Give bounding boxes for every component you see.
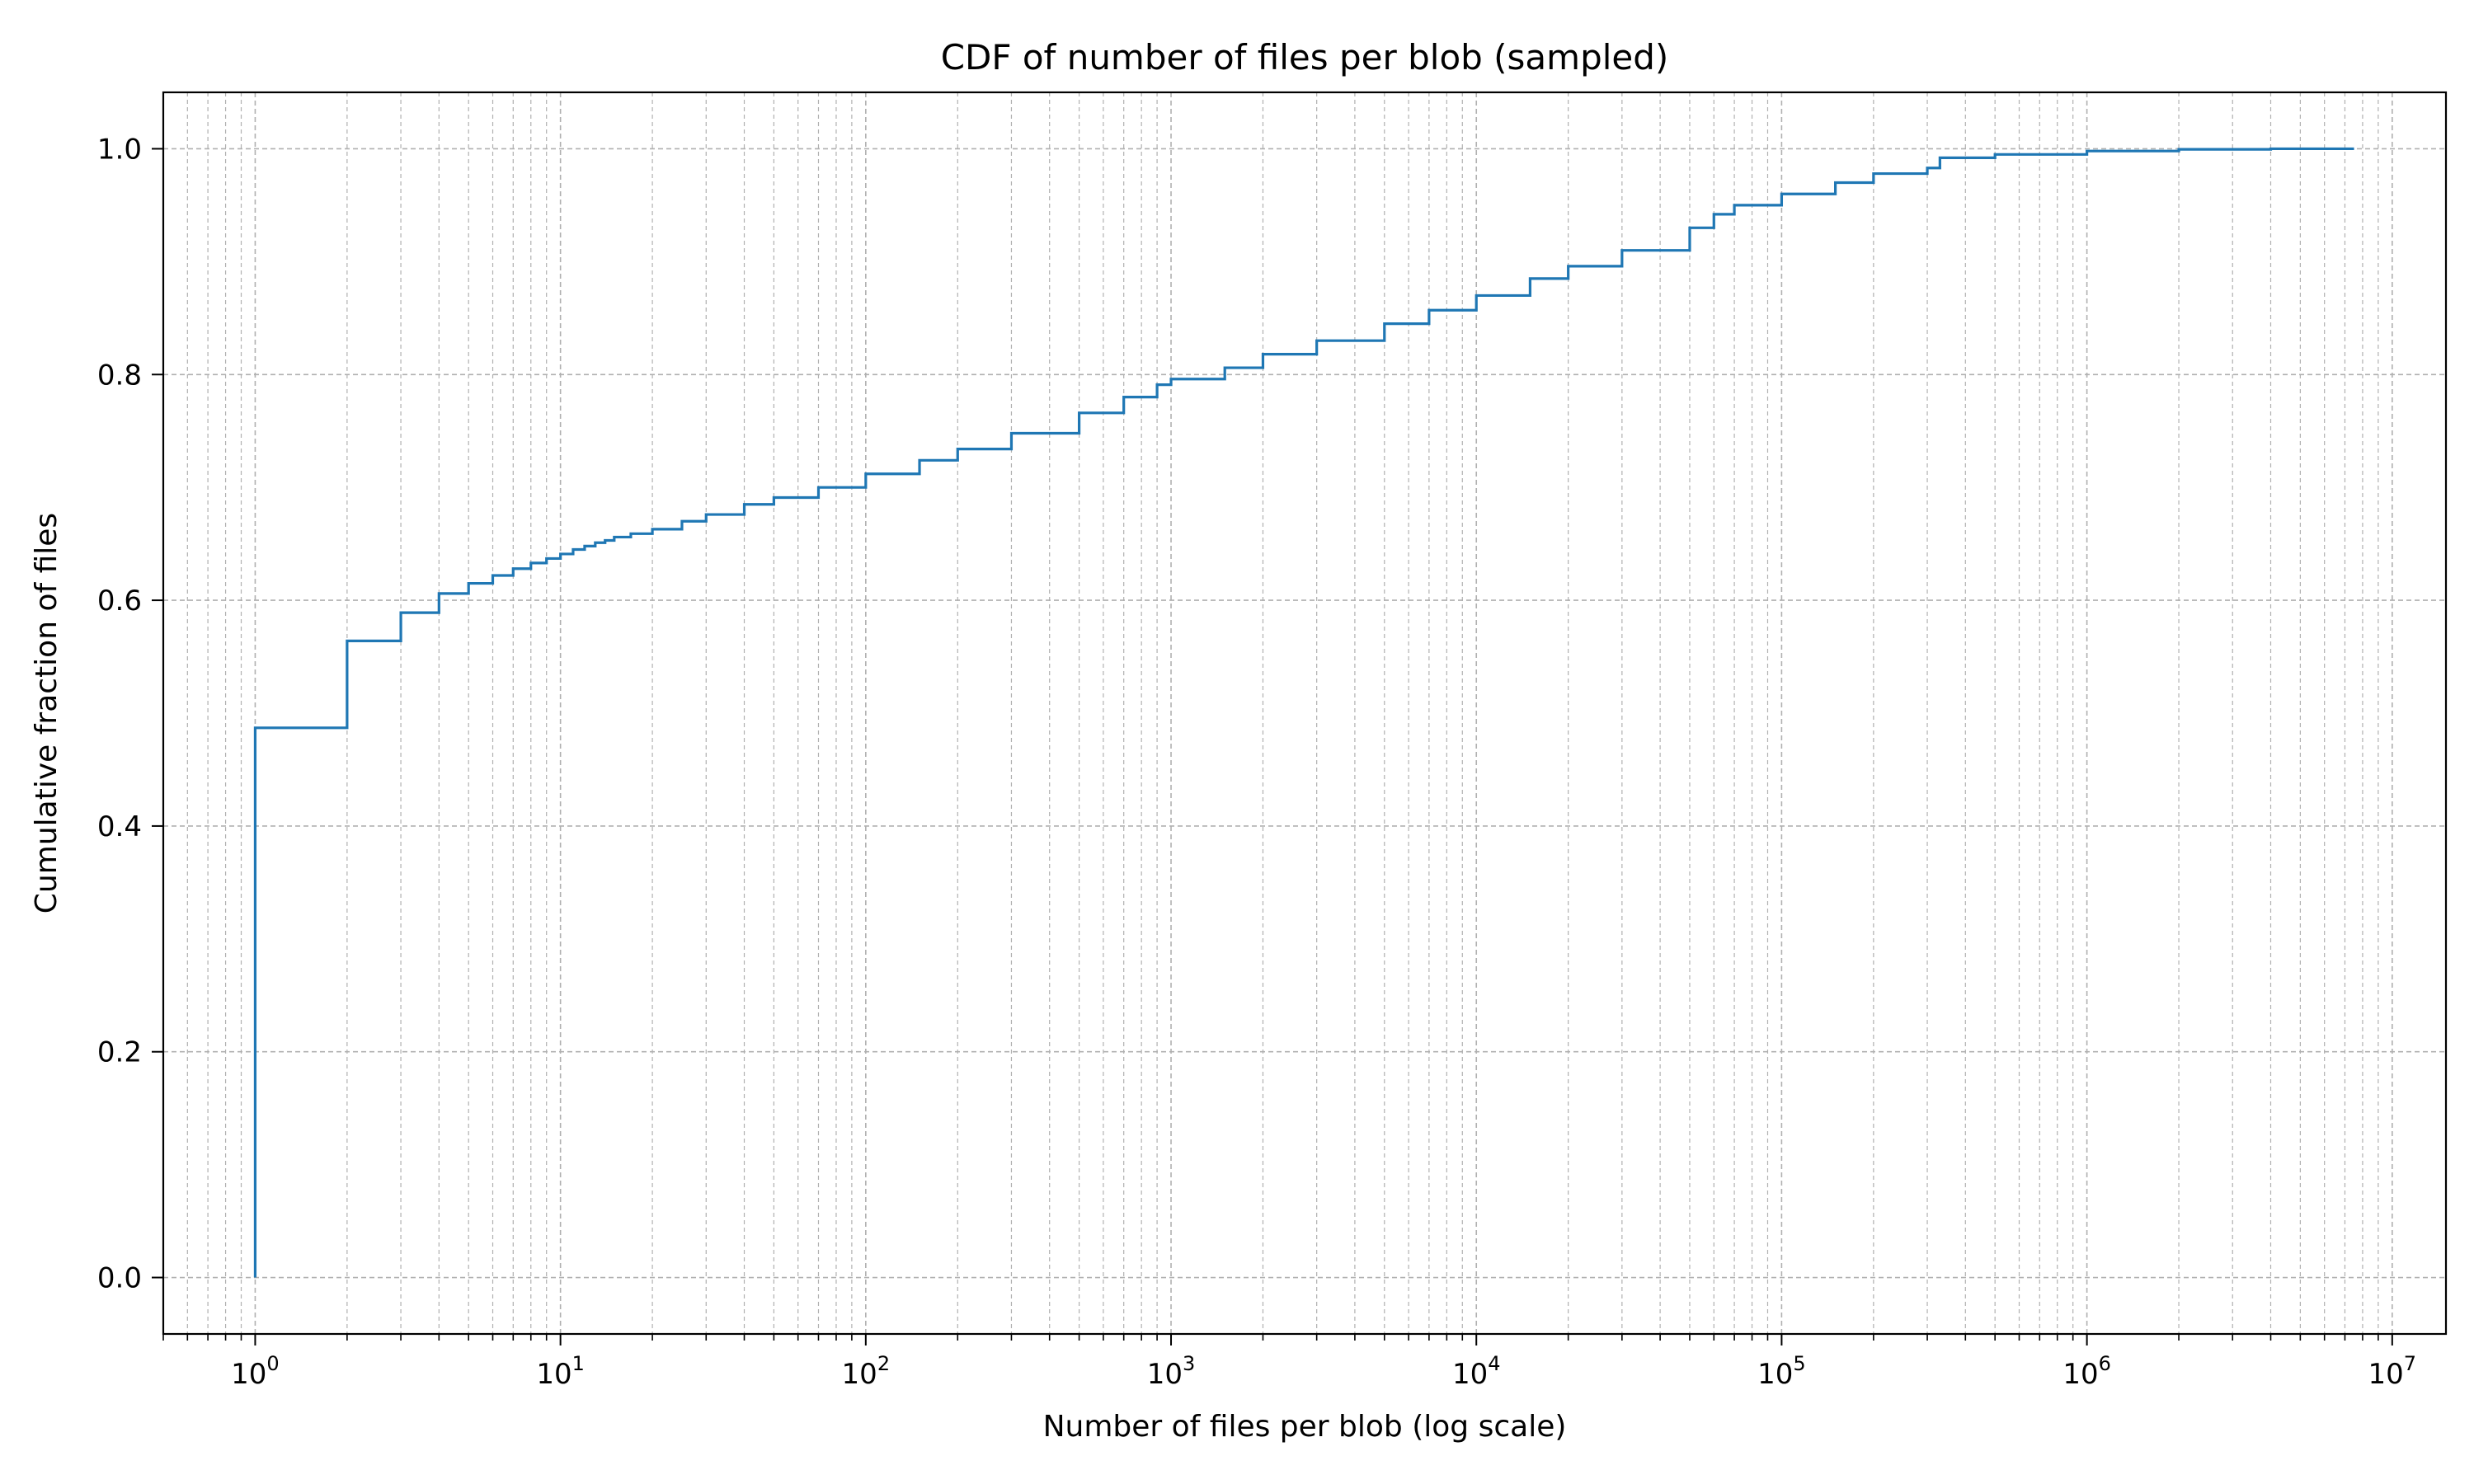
x-tick-label: 106 [2062, 1352, 2111, 1391]
x-tick-label: 105 [1757, 1352, 1806, 1391]
x-tick-label: 100 [231, 1352, 280, 1391]
minor-grid [162, 92, 2379, 1334]
y-tick-label: 0.8 [97, 359, 142, 392]
y-axis-label: Cumulative fraction of files [30, 513, 63, 913]
x-tick-label: 101 [536, 1352, 585, 1391]
chart-title: CDF of number of files per blob (sampled… [941, 37, 1669, 77]
y-tick-label: 0.4 [97, 810, 142, 843]
cdf-line [253, 147, 2354, 1278]
x-tick-label: 104 [1452, 1352, 1501, 1391]
y-tick-label: 0.6 [97, 585, 142, 618]
x-axis-label: Number of files per blob (log scale) [1043, 1410, 1567, 1444]
y-tick-label: 0.2 [97, 1036, 142, 1069]
x-tick-label: 107 [2368, 1352, 2417, 1391]
x-tick-label: 103 [1147, 1352, 1196, 1391]
axis-ticks: 100 101 102 103 104 105 106 107 0.0 0.2 0.4 0.6 0.8 1… [97, 133, 2416, 1391]
y-tick-label: 1.0 [97, 133, 142, 166]
x-tick-label: 102 [842, 1352, 891, 1391]
plot-frame [162, 91, 2448, 1336]
series-layer [253, 147, 2354, 1278]
y-tick-label: 0.0 [97, 1262, 142, 1295]
